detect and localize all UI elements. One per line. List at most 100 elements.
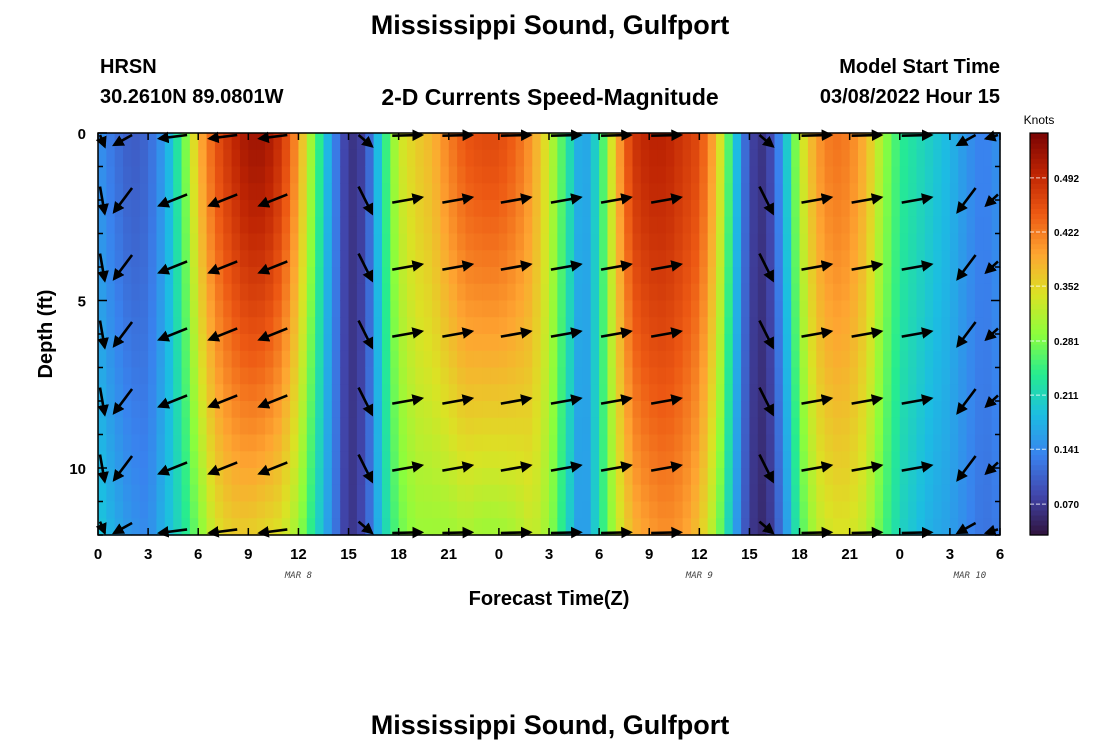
heatmap-cell	[665, 518, 675, 536]
heatmap-cell	[331, 149, 341, 168]
heatmap-cell	[749, 149, 759, 168]
current-vector-arrow	[600, 461, 633, 473]
current-vector-arrow	[392, 394, 425, 406]
colorbar-tick-label: 0.141	[1054, 445, 1079, 456]
heatmap-cell	[707, 267, 717, 285]
heatmap-cell	[256, 350, 266, 369]
heatmap-cell	[398, 367, 408, 385]
heatmap-cell	[941, 283, 951, 302]
heatmap-cell	[415, 200, 425, 218]
heatmap-cell	[665, 350, 675, 369]
heatmap-cell	[498, 283, 508, 302]
heatmap-cell	[106, 334, 116, 352]
heatmap-cell	[549, 367, 558, 385]
heatmap-cell	[365, 300, 375, 318]
heatmap-cell	[574, 468, 584, 486]
colorbar-segment	[1030, 519, 1048, 526]
heatmap-cell	[774, 468, 784, 486]
heatmap-cell	[415, 166, 425, 184]
heatmap-cell	[407, 283, 416, 302]
heatmap-cell	[164, 401, 174, 419]
heatmap-cell	[523, 484, 533, 503]
heatmap-cell	[716, 451, 725, 469]
heatmap-cell	[348, 334, 358, 352]
heatmap-cell	[682, 250, 692, 268]
current-vector-arrow	[442, 129, 475, 142]
heatmap-cell	[423, 233, 433, 251]
heatmap-cell	[248, 401, 258, 419]
heatmap-cell	[858, 216, 867, 235]
heatmap-cell	[832, 233, 842, 251]
colorbar-segment	[1030, 489, 1048, 496]
heatmap-cell	[632, 334, 642, 352]
colorbar-segment	[1030, 384, 1048, 390]
heatmap-cell	[649, 451, 659, 469]
heatmap-cell	[599, 216, 609, 235]
heatmap-cell	[916, 317, 926, 335]
heatmap-cell	[365, 484, 375, 503]
colorbar-segment	[1030, 469, 1048, 476]
heatmap-cell	[540, 317, 550, 335]
heatmap-cell	[323, 451, 333, 469]
heatmap-cell	[390, 367, 400, 385]
heatmap-cell	[181, 200, 191, 218]
heatmap-cell	[549, 267, 558, 285]
heatmap-cell	[949, 401, 959, 419]
heatmap-cell	[549, 317, 558, 335]
heatmap-cell	[983, 367, 993, 385]
heatmap-cell	[106, 350, 116, 369]
heatmap-cell	[281, 317, 291, 335]
heatmap-cell	[298, 384, 308, 402]
heatmap-cell	[632, 183, 642, 201]
heatmap-cell	[515, 183, 525, 201]
heatmap-cell	[106, 484, 116, 503]
heatmap-cell	[315, 350, 325, 369]
current-vector-arrow	[600, 260, 633, 272]
heatmap-cell	[832, 267, 842, 285]
heatmap-cell	[457, 367, 467, 385]
heatmap-cell	[690, 401, 700, 419]
heatmap-cell	[340, 166, 350, 184]
heatmap-cell	[156, 501, 166, 519]
heatmap-cell	[106, 451, 116, 469]
heatmap-cell	[448, 283, 458, 302]
heatmap-cell	[515, 149, 525, 168]
heatmap-cell	[724, 367, 734, 385]
heatmap-cell	[139, 233, 149, 251]
heatmap-cell	[916, 417, 926, 436]
heatmap-cell	[858, 283, 867, 302]
heatmap-cell	[716, 384, 725, 402]
heatmap-cell	[574, 283, 584, 302]
heatmap-cell	[465, 384, 475, 402]
heatmap-cell	[415, 283, 425, 302]
heatmap-cell	[281, 367, 291, 385]
heatmap-cell	[214, 183, 224, 201]
heatmap-cell	[457, 401, 467, 419]
heatmap-cell	[331, 200, 341, 218]
heatmap-cell	[849, 501, 859, 519]
heatmap-cell	[874, 501, 884, 519]
heatmap-cell	[824, 233, 834, 251]
heatmap-cell	[799, 317, 809, 335]
heatmap-cell	[490, 417, 500, 436]
heatmap-cell	[749, 484, 759, 503]
heatmap-cell	[699, 250, 709, 268]
heatmap-cell	[532, 233, 542, 251]
heatmap-cell	[482, 166, 492, 184]
heatmap-cell	[599, 149, 609, 168]
heatmap-cell	[265, 334, 274, 352]
heatmap-cell	[582, 216, 592, 235]
heatmap-cell	[315, 401, 325, 419]
heatmap-cell	[523, 350, 533, 369]
x-tick-label: 3	[545, 546, 553, 563]
heatmap-cell	[139, 501, 149, 519]
heatmap-cell	[866, 200, 876, 218]
heatmap-cell	[231, 451, 241, 469]
colorbar-segment	[1030, 268, 1048, 275]
heatmap-cell	[749, 367, 759, 385]
heatmap-cell	[549, 417, 558, 436]
heatmap-cell	[757, 501, 767, 519]
heatmap-cell	[974, 401, 984, 419]
heatmap-cell	[615, 468, 625, 486]
heatmap-cell	[607, 267, 617, 285]
